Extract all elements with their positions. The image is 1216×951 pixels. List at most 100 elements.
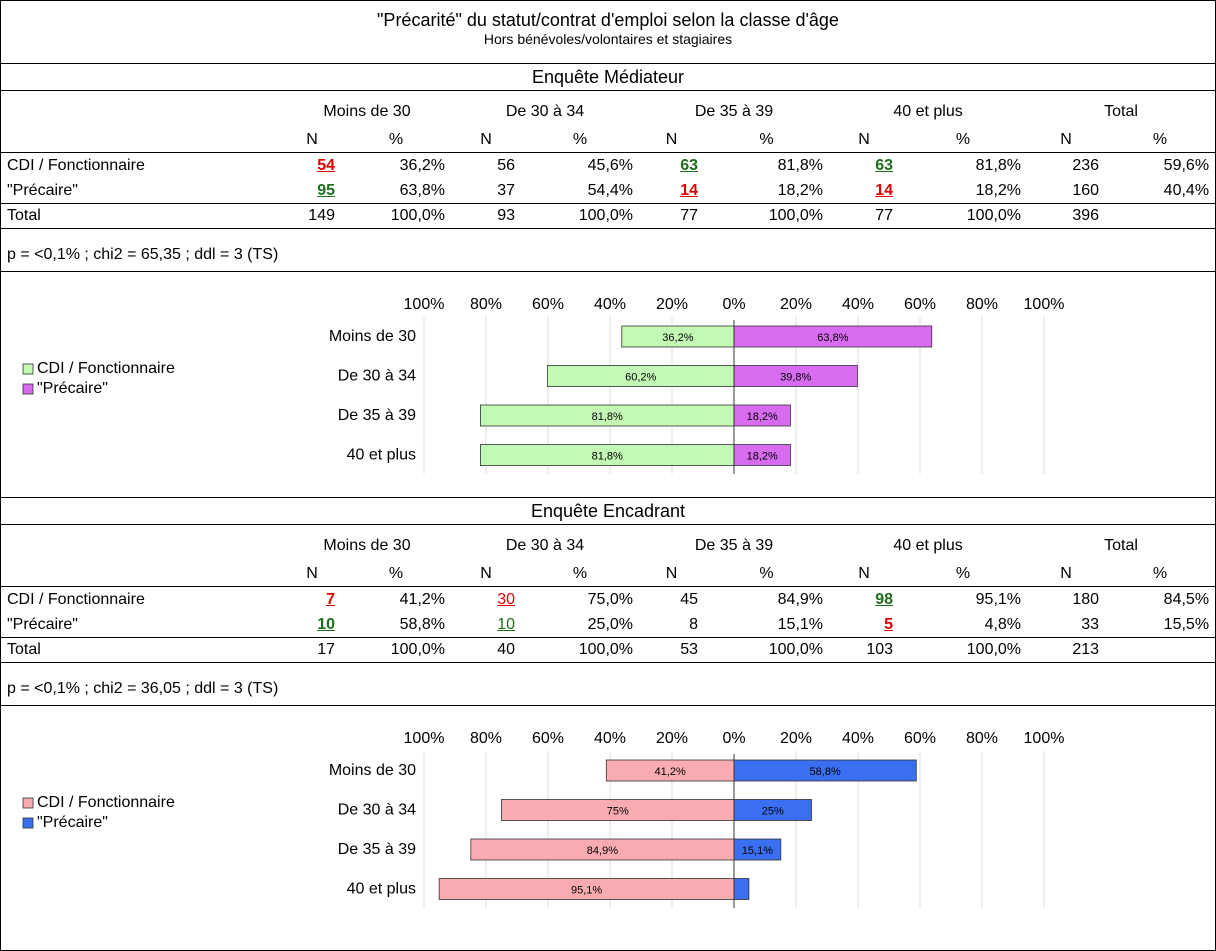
cell: 10 xyxy=(283,612,341,638)
chart-wrap: 100% 80% 60% 40% 20% 0% 20% 40% 60% 80% 100% Moins … xyxy=(1,272,1215,498)
x-tick-label: 100% xyxy=(1024,296,1065,313)
cell-value: 33 xyxy=(1081,615,1100,633)
group-label: Moins de 30 xyxy=(323,103,411,120)
bar-label: 58,8% xyxy=(810,766,841,778)
x-tick-label: 60% xyxy=(532,296,564,313)
cell-value: 10 xyxy=(317,615,335,633)
category-label: De 35 à 39 xyxy=(338,407,416,424)
bar-label: 41,2% xyxy=(655,766,686,778)
x-tick-label: 40% xyxy=(594,730,626,747)
category-label: 40 et plus xyxy=(347,447,416,464)
bar xyxy=(733,878,750,900)
subheader: % xyxy=(521,121,640,153)
cell: 14 xyxy=(639,178,705,204)
cell: 75,0% xyxy=(521,587,639,613)
cell-value: 59,6% xyxy=(1163,156,1210,174)
statistic: p = <0,1% ; chi2 = 36,05 ; ddl = 3 (TS) xyxy=(1,663,1215,706)
group-label: 40 et plus xyxy=(893,103,963,120)
cell: 15,5% xyxy=(1105,612,1215,638)
bar-label: 63,8% xyxy=(817,332,848,344)
group-label: De 30 à 34 xyxy=(505,103,585,120)
cell-value: 56 xyxy=(497,156,516,174)
cell: 84,9% xyxy=(704,587,829,613)
total-row: Total 17 100,0% 40 100,0% 53 100,0% 103 100,0% 21… xyxy=(1,637,1215,663)
chart-wrap: 100% 80% 60% 40% 20% 0% 20% 40% 60% 80% 100% Moins … xyxy=(1,706,1215,925)
cell-value: 180 xyxy=(1072,590,1100,608)
legend-swatch xyxy=(22,363,34,375)
empty-cell xyxy=(1,525,283,555)
row-label: Total xyxy=(1,637,283,663)
category-label: Moins de 30 xyxy=(329,762,416,779)
bar-label: 60,2% xyxy=(625,371,656,383)
x-tick-label: 100% xyxy=(1024,730,1065,747)
cell: 100,0% xyxy=(899,637,1028,663)
group-label: 40 et plus xyxy=(893,537,963,554)
group-label: Moins de 30 xyxy=(323,537,411,554)
subheader: N xyxy=(829,121,900,153)
cell: 25,0% xyxy=(521,612,640,638)
legend-label: "Précaire" xyxy=(37,814,108,831)
group-label: Total xyxy=(1104,103,1138,120)
cross-table: Moins de 30 De 30 à 34 De 35 à 39 40 et plu… xyxy=(1,525,1215,663)
cell: 37 xyxy=(451,178,522,204)
cell-value: 84,5% xyxy=(1163,590,1210,608)
subheader: N xyxy=(1027,555,1106,587)
subheader: N xyxy=(283,121,341,153)
cell-value: 18,2% xyxy=(777,181,824,199)
cell-value: 5 xyxy=(884,615,894,633)
cell: 54,4% xyxy=(521,178,640,204)
cell: 213 xyxy=(1027,637,1106,663)
cell-value: 8 xyxy=(689,615,699,633)
cell-value: 81,8% xyxy=(975,156,1022,174)
cell: 17 xyxy=(283,637,341,663)
cell: 56 xyxy=(451,153,521,179)
report-subtitle: Hors bénévoles/volontaires et stagiaires xyxy=(483,31,733,47)
cell: 100,0% xyxy=(521,203,640,229)
cell-value: 10 xyxy=(497,615,516,633)
cell: 100,0% xyxy=(704,637,830,663)
x-tick-label: 80% xyxy=(966,730,998,747)
bar-label: 81,8% xyxy=(592,450,623,462)
cell-value: 40,4% xyxy=(1163,181,1210,199)
report-header: "Précarité" du statut/contrat d'emploi s… xyxy=(1,1,1215,64)
data-row: CDI / Fonctionnaire 7 41,2% 30 75,0% 45 84,9% 9… xyxy=(1,587,1215,613)
chart: 100% 80% 60% 40% 20% 0% 20% 40% 60% 80% 100% Moins … xyxy=(22,730,1065,908)
cell-value: 15,5% xyxy=(1163,615,1210,633)
x-tick-label: 100% xyxy=(404,296,445,313)
cell: 63,8% xyxy=(341,178,452,204)
cell: 149 xyxy=(283,203,341,229)
subheader: % xyxy=(704,121,830,153)
category-label: 40 et plus xyxy=(347,881,416,898)
cell-value: 14 xyxy=(875,181,894,199)
cell: 40 xyxy=(451,637,522,663)
cell: 18,2% xyxy=(899,178,1028,204)
subheader-row: N% N% N% N% N% xyxy=(1,121,1215,153)
table-body: Moins de 30 De 30 à 34 De 35 à 39 40 et plu… xyxy=(1,525,1215,663)
cell: 63 xyxy=(639,153,704,179)
legend-swatch xyxy=(22,383,34,395)
cell-value: 15,1% xyxy=(777,615,824,633)
cell: 41,2% xyxy=(341,587,451,613)
cell-value: 63,8% xyxy=(399,181,446,199)
statistic: p = <0,1% ; chi2 = 65,35 ; ddl = 3 (TS) xyxy=(1,229,1215,272)
category-label: De 30 à 34 xyxy=(338,802,416,819)
cell: 18,2% xyxy=(704,178,830,204)
subheader: % xyxy=(341,121,452,153)
row-label: CDI / Fonctionnaire xyxy=(7,590,145,608)
subheader: N xyxy=(639,121,705,153)
cell: 10 xyxy=(451,612,522,638)
bar-label: 39,8% xyxy=(780,371,811,383)
cell-value: 37 xyxy=(497,181,516,199)
bar-label: 75% xyxy=(607,805,629,817)
cell: 236 xyxy=(1027,153,1105,179)
cell: 45 xyxy=(639,587,704,613)
cell-value: 84,9% xyxy=(777,590,824,608)
data-row: "Précaire" 10 58,8% 10 25,0% 8 15,1% 5 4,8% 33 15,… xyxy=(1,612,1215,638)
cell-value: 18,2% xyxy=(975,181,1022,199)
cell: 81,8% xyxy=(704,153,829,179)
group-label: De 35 à 39 xyxy=(694,537,774,554)
subheader: % xyxy=(521,555,640,587)
cell-value: 63 xyxy=(875,156,894,174)
legend-swatch xyxy=(22,817,34,829)
cell-value: 54 xyxy=(317,156,335,174)
